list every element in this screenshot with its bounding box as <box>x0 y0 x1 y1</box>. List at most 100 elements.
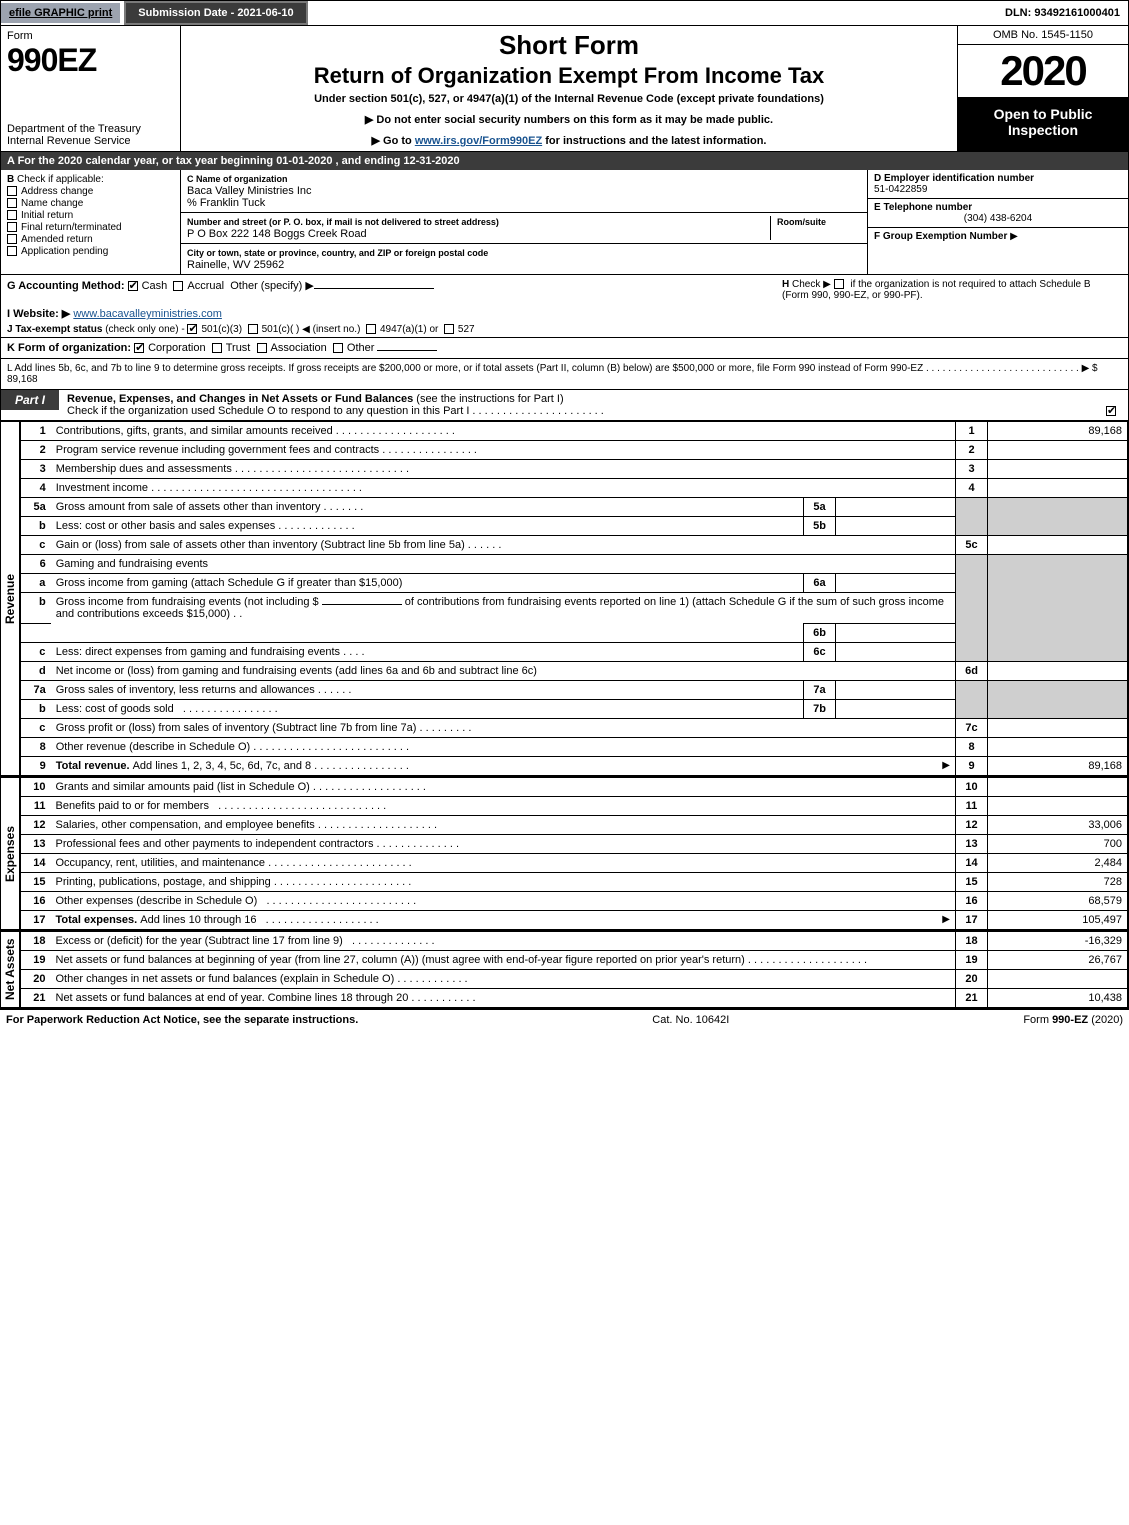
street-row: Number and street (or P. O. box, if mail… <box>181 213 867 244</box>
form-ref-suffix: (2020) <box>1088 1014 1123 1026</box>
line-15: 15 Printing, publications, postage, and … <box>21 873 1128 892</box>
dept-line1: Department of the Treasury <box>7 123 174 135</box>
cb-trust[interactable] <box>212 343 222 353</box>
l6c-num: c <box>21 643 51 662</box>
line-9: 9 Total revenue. Add lines 1, 2, 3, 4, 5… <box>21 757 1128 776</box>
row-i: I Website: ▶ www.bacavalleyministries.co… <box>1 305 1128 322</box>
website-link[interactable]: www.bacavalleyministries.com <box>73 308 222 320</box>
l17-arrow-icon: ▶ <box>942 914 950 925</box>
org-name: Baca Valley Ministries Inc <box>187 185 312 197</box>
l7c-ln: 7c <box>956 719 988 738</box>
l8-desc: Other revenue (describe in Schedule O) <box>56 741 250 753</box>
g-other-input[interactable] <box>314 288 434 289</box>
l6b2-ln-grey <box>956 624 988 643</box>
cb-amended-return[interactable]: Amended return <box>7 234 174 245</box>
l6c-ln-grey <box>956 643 988 662</box>
line-2: 2 Program service revenue including gove… <box>21 441 1128 460</box>
b-check-if: Check if applicable: <box>17 174 104 185</box>
k-other-input[interactable] <box>377 350 437 351</box>
l14-num: 14 <box>21 854 51 873</box>
l8-ln: 8 <box>956 738 988 757</box>
line-12: 12 Salaries, other compensation, and emp… <box>21 816 1128 835</box>
l16-ln: 16 <box>956 892 988 911</box>
j-501c3-label: 501(c)(3) <box>201 324 242 335</box>
e-label: E Telephone number <box>874 202 972 213</box>
l21-desc: Net assets or fund balances at end of ye… <box>56 992 409 1004</box>
l13-val: 700 <box>988 835 1128 854</box>
line-20: 20 Other changes in net assets or fund b… <box>21 970 1128 989</box>
goto-instructions: ▶ Go to www.irs.gov/Form990EZ for instru… <box>191 134 947 147</box>
l9-val: 89,168 <box>988 757 1128 776</box>
dept-treasury: Department of the Treasury Internal Reve… <box>7 123 174 147</box>
cb-amended-return-label: Amended return <box>21 234 93 245</box>
cb-association[interactable] <box>257 343 267 353</box>
l6a-sub-val <box>836 574 956 593</box>
l15-desc: Printing, publications, postage, and shi… <box>56 876 271 888</box>
l7b-desc: Less: cost of goods sold <box>56 703 174 715</box>
top-bar: efile GRAPHIC print Submission Date - 20… <box>1 1 1128 26</box>
part-i-check-note: Check if the organization used Schedule … <box>67 405 469 417</box>
cb-initial-return[interactable]: Initial return <box>7 210 174 221</box>
l5b-num: b <box>21 517 51 536</box>
l12-val: 33,006 <box>988 816 1128 835</box>
line-6c: c Less: direct expenses from gaming and … <box>21 643 1128 662</box>
cb-501c3[interactable] <box>187 324 197 334</box>
cb-4947[interactable] <box>366 324 376 334</box>
row-g: G Accounting Method: Cash Accrual Other … <box>7 279 782 301</box>
header-mid: Short Form Return of Organization Exempt… <box>181 26 958 151</box>
line-6: 6 Gaming and fundraising events <box>21 555 1128 574</box>
line-17: 17 Total expenses. Add lines 10 through … <box>21 911 1128 930</box>
cb-cash[interactable] <box>128 281 138 291</box>
cb-other-org[interactable] <box>333 343 343 353</box>
cb-corporation[interactable] <box>134 343 144 353</box>
l7a-ln-grey <box>956 681 988 700</box>
irs-link[interactable]: www.irs.gov/Form990EZ <box>415 135 542 147</box>
l6b-num: b <box>21 593 51 624</box>
l3-desc: Membership dues and assessments <box>56 463 232 475</box>
cb-final-return[interactable]: Final return/terminated <box>7 222 174 233</box>
cb-final-return-label: Final return/terminated <box>21 222 122 233</box>
d-ein-cell: D Employer identification number 51-0422… <box>868 170 1128 199</box>
line-1: 1 Contributions, gifts, grants, and simi… <box>21 422 1128 441</box>
dln-number: DLN: 93492161000401 <box>997 3 1128 23</box>
h-label: H <box>782 279 789 290</box>
cb-accrual[interactable] <box>173 281 183 291</box>
l6b-ln-grey <box>956 593 988 624</box>
cb-application-pending[interactable]: Application pending <box>7 246 174 257</box>
part-i-title-note: (see the instructions for Part I) <box>416 393 563 405</box>
cb-address-change[interactable]: Address change <box>7 186 174 197</box>
l20-num: 20 <box>21 970 51 989</box>
l6b-contrib-input[interactable] <box>322 604 402 605</box>
efile-print-link[interactable]: efile GRAPHIC print <box>1 3 120 23</box>
l13-desc: Professional fees and other payments to … <box>56 838 374 850</box>
l12-ln: 12 <box>956 816 988 835</box>
city-label: City or town, state or province, country… <box>187 248 488 258</box>
k-corp-label: Corporation <box>148 342 205 354</box>
l9-ln: 9 <box>956 757 988 776</box>
l9-desc2: Add lines 1, 2, 3, 4, 5c, 6d, 7c, and 8 <box>133 760 312 772</box>
l7b-val-grey <box>988 700 1128 719</box>
line-5a: 5a Gross amount from sale of assets othe… <box>21 498 1128 517</box>
cb-no-sched-b[interactable] <box>834 279 844 289</box>
line-10: 10 Grants and similar amounts paid (list… <box>21 778 1128 797</box>
l18-desc: Excess or (deficit) for the year (Subtra… <box>56 935 343 947</box>
cb-501c[interactable] <box>248 324 258 334</box>
dept-line2: Internal Revenue Service <box>7 135 174 147</box>
paperwork-notice: For Paperwork Reduction Act Notice, see … <box>6 1014 358 1026</box>
section-def: D Employer identification number 51-0422… <box>868 170 1128 274</box>
line-6b-sub: 6b <box>21 624 1128 643</box>
line-6b: b Gross income from fundraising events (… <box>21 593 1128 624</box>
l15-ln: 15 <box>956 873 988 892</box>
side-label-net-assets: Net Assets <box>1 931 20 1008</box>
l18-ln: 18 <box>956 932 988 951</box>
cb-527[interactable] <box>444 324 454 334</box>
footer: For Paperwork Reduction Act Notice, see … <box>0 1010 1129 1030</box>
cb-name-change[interactable]: Name change <box>7 198 174 209</box>
part-i-title-bold: Revenue, Expenses, and Changes in Net As… <box>67 393 413 405</box>
row-l: L Add lines 5b, 6c, and 7b to line 9 to … <box>1 359 1128 390</box>
l4-num: 4 <box>21 479 51 498</box>
part-i-title: Revenue, Expenses, and Changes in Net As… <box>59 390 1128 420</box>
cb-schedule-o-part-i[interactable] <box>1106 406 1116 416</box>
l4-val <box>988 479 1128 498</box>
l2-ln: 2 <box>956 441 988 460</box>
